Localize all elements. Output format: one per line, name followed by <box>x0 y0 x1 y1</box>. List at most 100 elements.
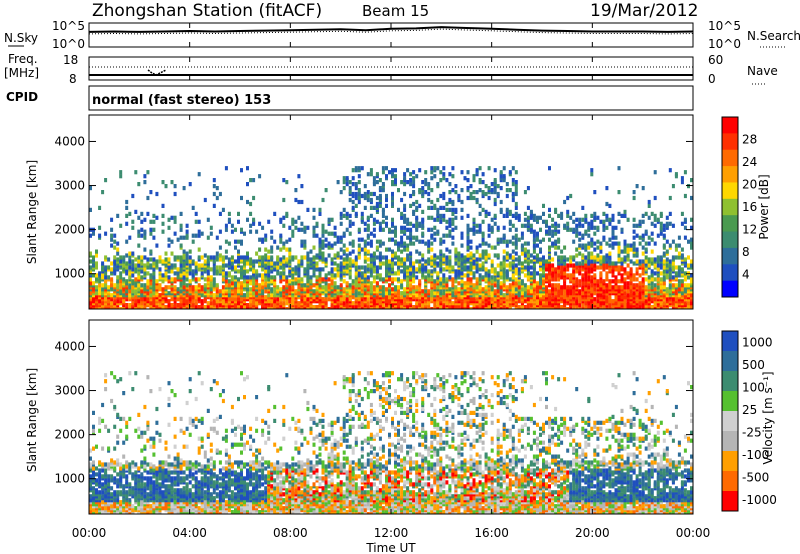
heatmap-cell <box>596 215 600 220</box>
heatmap-cell <box>285 257 289 262</box>
heatmap-cell <box>167 275 171 280</box>
heatmap-cell <box>170 215 174 220</box>
heatmap-cell <box>155 305 159 309</box>
heatmap-cell <box>641 269 645 274</box>
heatmap-cell <box>656 217 660 222</box>
heatmap-cell <box>113 233 117 238</box>
heatmap-cell <box>548 255 551 260</box>
heatmap-cell <box>155 191 159 197</box>
heatmap-cell <box>400 249 404 254</box>
heatmap-cell <box>671 265 675 270</box>
heatmap-cell <box>276 271 280 276</box>
heatmap-cell <box>445 247 449 252</box>
heatmap-cell <box>430 277 434 282</box>
heatmap-cell <box>95 249 98 254</box>
heatmap-cell <box>623 267 627 272</box>
heatmap-cell <box>119 275 123 280</box>
heatmap-cell <box>403 257 407 262</box>
heatmap-cell <box>650 231 654 236</box>
freq-label-2: [MHz] <box>4 66 39 80</box>
heatmap-cell <box>95 273 98 278</box>
heatmap-cell <box>92 263 95 268</box>
heatmap-cell <box>134 170 138 175</box>
heatmap-cell <box>617 219 621 224</box>
heatmap-cell <box>439 178 443 183</box>
heatmap-cell <box>378 239 382 244</box>
heatmap-cell <box>659 225 663 230</box>
heatmap-cell <box>460 271 464 276</box>
heatmap-cell <box>249 267 253 272</box>
heatmap-cell <box>327 297 331 302</box>
heatmap-cell <box>288 255 292 260</box>
heatmap-cell <box>185 259 189 264</box>
heatmap-cell <box>375 265 379 270</box>
heatmap-cell <box>472 195 476 201</box>
heatmap-cell <box>391 217 394 222</box>
heatmap-cell <box>104 275 108 280</box>
heatmap-cell <box>315 267 319 272</box>
heatmap-cell <box>611 217 615 222</box>
heatmap-cell <box>300 199 304 205</box>
heatmap-cell <box>297 227 301 232</box>
heatmap-cell <box>360 193 364 199</box>
heatmap-cell <box>194 301 198 306</box>
heatmap-cell <box>212 259 216 264</box>
heatmap-cell <box>421 303 425 308</box>
heatmap-cell <box>578 283 582 288</box>
heatmap-cell <box>469 245 473 250</box>
heatmap-cell <box>321 197 325 203</box>
heatmap-cell <box>430 199 434 205</box>
heatmap-cell <box>653 277 657 282</box>
heatmap-cell <box>291 285 295 290</box>
heatmap-cell <box>388 295 391 300</box>
heatmap-cell <box>587 277 591 282</box>
heatmap-cell <box>137 233 141 238</box>
heatmap-cell <box>542 237 545 242</box>
heatmap-cell <box>170 263 174 268</box>
heatmap-cell <box>327 277 331 282</box>
heatmap-cell <box>345 247 349 252</box>
heatmap-cell <box>442 233 446 238</box>
heatmap-cell <box>514 251 518 256</box>
heatmap-cell <box>206 217 210 222</box>
heatmap-cell <box>110 267 114 272</box>
heatmap-cell <box>375 269 379 274</box>
heatmap-cell <box>119 271 123 276</box>
heatmap-cell <box>551 257 555 262</box>
heatmap-cell <box>505 269 509 274</box>
heatmap-cell <box>430 289 434 294</box>
heatmap-cell <box>526 221 530 226</box>
heatmap-cell <box>412 277 416 282</box>
heatmap-cell <box>560 211 564 216</box>
heatmap-cell <box>557 289 561 294</box>
heatmap-cell <box>629 247 633 252</box>
heatmap-cell <box>291 281 295 286</box>
heatmap-cell <box>563 293 567 298</box>
heatmap-cell <box>502 255 506 260</box>
heatmap-cell <box>659 285 663 290</box>
heatmap-cell <box>590 279 594 284</box>
heatmap-cell <box>291 267 295 272</box>
heatmap-cell <box>351 239 355 244</box>
heatmap-cell <box>542 255 545 260</box>
heatmap-cell <box>680 267 684 272</box>
heatmap-cell <box>252 178 256 183</box>
heatmap-cell <box>475 223 479 228</box>
heatmap-cell <box>605 275 609 280</box>
heatmap-cell <box>421 217 425 222</box>
heatmap-cell <box>182 263 186 268</box>
heatmap-cell <box>164 297 168 302</box>
heatmap-cell <box>227 283 231 288</box>
heatmap-cell <box>146 279 150 284</box>
heatmap-cell <box>523 293 527 298</box>
heatmap-cell <box>442 253 446 258</box>
heatmap-cell <box>372 251 376 256</box>
heatmap-cell <box>237 219 240 224</box>
heatmap-cell <box>161 273 165 278</box>
heatmap-cell <box>427 305 431 309</box>
heatmap-cell <box>656 233 660 238</box>
heatmap-cell <box>644 277 648 282</box>
heatmap-cell <box>212 184 216 189</box>
heatmap-cell <box>683 277 687 282</box>
heatmap-cell <box>342 249 346 254</box>
